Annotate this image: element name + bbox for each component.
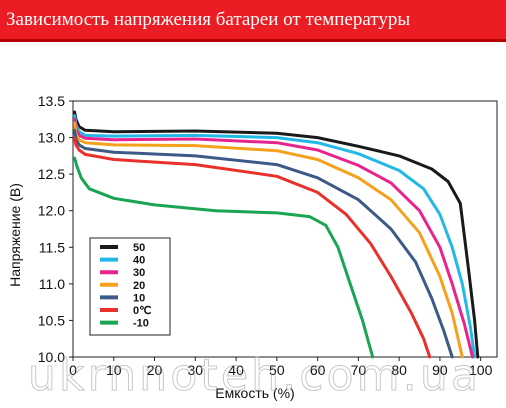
- y-tick-label: 11.5: [39, 239, 65, 255]
- x-tick-label: 70: [351, 362, 367, 378]
- x-tick-label: 30: [188, 362, 204, 378]
- x-tick-label: 60: [310, 362, 326, 378]
- chart-title: Зависимость напряжения батареи от темпер…: [6, 9, 411, 30]
- x-axis-label: Емкость (%): [215, 385, 294, 401]
- axis-ticks: 0 10 20 30 40 50 60 70 80 90 10010.010.511.011.512…: [38, 93, 493, 378]
- y-tick-label: 13.5: [38, 93, 65, 109]
- legend-label: 20: [133, 280, 145, 292]
- plot-area: [72, 100, 498, 358]
- y-tick-label: 10.0: [38, 349, 65, 365]
- y-tick-label: 10.5: [38, 312, 65, 328]
- legend-label: 10: [133, 292, 145, 304]
- x-tick-label: 80: [391, 362, 407, 378]
- y-axis-label: Напряжение (В): [7, 183, 23, 287]
- series-line-3: [73, 121, 464, 359]
- series-lines: [73, 110, 480, 359]
- x-tick-label: 50: [269, 362, 285, 378]
- y-tick-label: 12.0: [38, 203, 65, 219]
- x-tick-label: 90: [432, 362, 448, 378]
- y-tick-label: 11.0: [39, 276, 65, 292]
- legend-label: 40: [133, 255, 145, 267]
- x-tick-label: 20: [147, 362, 163, 378]
- x-tick-label: 0: [69, 362, 77, 378]
- series-line-1: [73, 114, 477, 359]
- series-line-2: [73, 117, 474, 359]
- x-tick-label: 40: [228, 362, 244, 378]
- legend-label: -10: [133, 318, 149, 330]
- x-tick-label: 100: [469, 362, 493, 378]
- x-tick-label: 10: [106, 362, 122, 378]
- series-line-4: [73, 128, 454, 359]
- title-banner: Зависимость напряжения батареи от темпер…: [0, 0, 506, 42]
- legend-label: 30: [133, 267, 145, 279]
- series-line-5: [73, 136, 432, 359]
- plot-frame: [72, 100, 498, 358]
- series-line-0: [73, 110, 480, 359]
- watermark-text: ukrnnoteh.com.ua: [28, 350, 478, 401]
- y-tick-label: 13.0: [38, 130, 65, 146]
- legend-label: 50: [133, 242, 145, 254]
- legend-label: 0℃: [133, 305, 151, 317]
- series-line-6: [73, 156, 375, 359]
- y-tick-label: 12.5: [38, 166, 65, 182]
